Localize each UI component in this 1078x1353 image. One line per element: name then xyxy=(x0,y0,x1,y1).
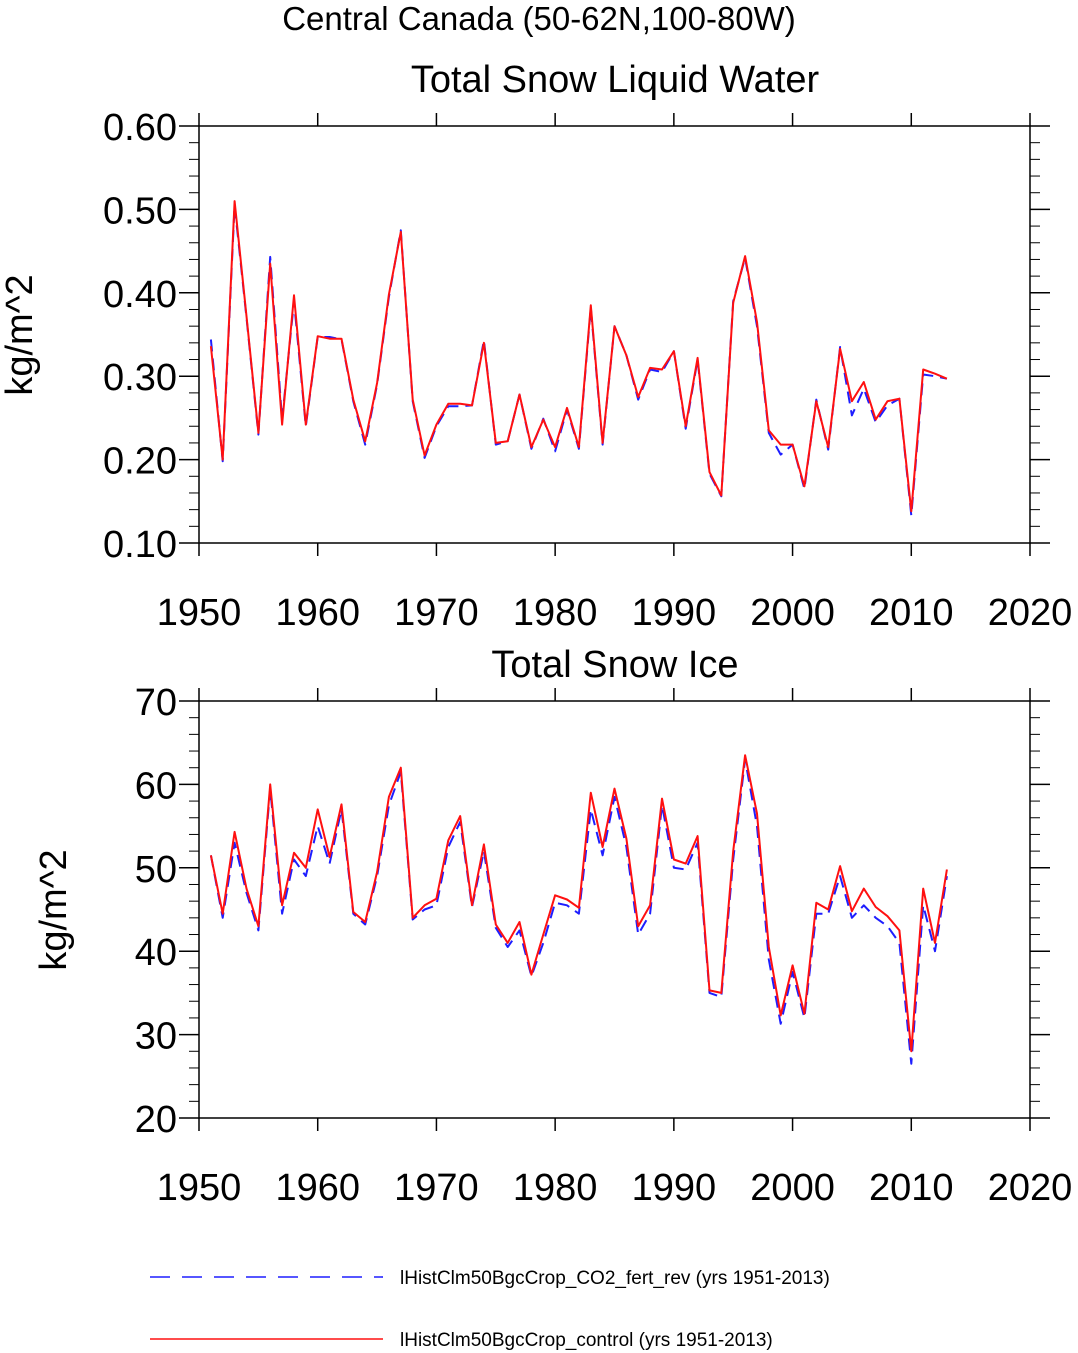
x-tick-label: 1990 xyxy=(632,1167,717,1209)
chart-panel-snow-ice: Total Snow Ice kg/m^2 1950 1960 1970 1980 19… xyxy=(33,644,1072,1209)
chart-title: Total Snow Liquid Water xyxy=(411,59,820,101)
y-tick-label: 60 xyxy=(135,765,177,807)
x-tick-label: 1950 xyxy=(157,1167,242,1209)
x-tick-label: 2010 xyxy=(869,592,954,634)
x-tick-label: 1970 xyxy=(394,592,479,634)
y-tick-label: 0.20 xyxy=(103,441,177,483)
plot-area: 1950 1960 1970 1980 1990 2000 2010 2020 0.10 0.20… xyxy=(103,107,1072,634)
y-tick-label: 30 xyxy=(135,1016,177,1058)
supertitle: Central Canada (50-62N,100-80W) xyxy=(282,0,796,37)
y-tick-label: 0.10 xyxy=(103,524,177,566)
series-line-control xyxy=(209,754,948,1053)
plot-frame xyxy=(198,125,1031,544)
x-tick-label: 1950 xyxy=(157,592,242,634)
legend: lHistClm50BgcCrop_CO2_fert_rev (yrs 1951… xyxy=(150,1268,830,1351)
series-line-control xyxy=(209,200,948,513)
y-tick-label: 0.30 xyxy=(103,357,177,399)
x-tick-label: 2000 xyxy=(750,592,835,634)
legend-label-fert-rev: lHistClm50BgcCrop_CO2_fert_rev (yrs 1951… xyxy=(400,1268,830,1289)
y-tick-label: 0.50 xyxy=(103,190,177,232)
y-tick-label: 50 xyxy=(135,849,177,891)
x-tick-label: 2020 xyxy=(988,1167,1073,1209)
y-axis-label: kg/m^2 xyxy=(33,849,75,970)
y-tick-label: 70 xyxy=(135,682,177,724)
x-tick-label: 1990 xyxy=(632,592,717,634)
x-tick-label: 2010 xyxy=(869,1167,954,1209)
y-tick-label: 20 xyxy=(135,1099,177,1141)
x-tick-label: 1970 xyxy=(394,1167,479,1209)
x-tick-label: 1960 xyxy=(275,1167,360,1209)
x-tick-label: 1960 xyxy=(275,592,360,634)
legend-label-control: lHistClm50BgcCrop_control (yrs 1951-2013… xyxy=(400,1330,773,1351)
series-line-fert-rev xyxy=(209,758,948,1065)
y-tick-label: 0.40 xyxy=(103,274,177,316)
x-tick-label: 2020 xyxy=(988,592,1073,634)
y-axis-label: kg/m^2 xyxy=(0,274,41,395)
chart-panel-liquid-water: Total Snow Liquid Water kg/m^2 1950 1960 1… xyxy=(0,59,1072,634)
y-tick-label: 0.60 xyxy=(103,107,177,149)
chart-title: Total Snow Ice xyxy=(491,644,738,686)
plot-frame xyxy=(198,700,1031,1119)
x-tick-label: 2000 xyxy=(750,1167,835,1209)
x-tick-label: 1980 xyxy=(513,1167,598,1209)
plot-area: 1950 1960 1970 1980 1990 2000 2010 202020304050… xyxy=(135,682,1073,1209)
y-tick-label: 40 xyxy=(135,932,177,974)
x-tick-label: 1980 xyxy=(513,592,598,634)
